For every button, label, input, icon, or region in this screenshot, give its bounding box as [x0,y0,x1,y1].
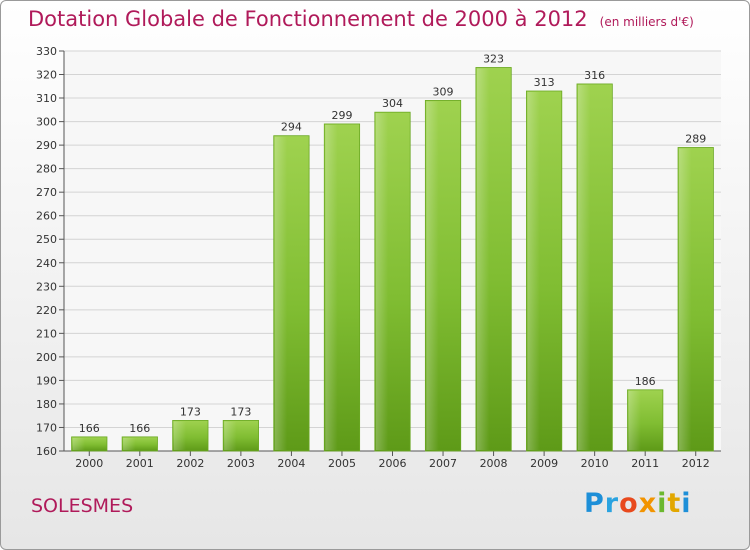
y-tick-label: 320 [36,69,57,82]
y-tick-label: 180 [36,398,57,411]
y-tick-label: 220 [36,304,57,317]
x-tick-label: 2005 [328,457,356,470]
bar-highlight-2010 [577,84,591,451]
y-tick-label: 310 [36,92,57,105]
y-tick-label: 300 [36,116,57,129]
y-tick-label: 190 [36,374,57,387]
bar-highlight-2003 [224,421,237,450]
x-tick-label: 2003 [227,457,255,470]
data-label-2007: 309 [433,85,454,98]
proxiti-logo: Proxiti [584,488,692,519]
x-tick-label: 2012 [682,457,710,470]
x-tick-label: 2008 [480,457,508,470]
bar-highlight-2009 [527,92,540,450]
place-name: SOLESMES [31,495,134,517]
chart-subtitle: (en milliers d'€) [599,15,694,29]
y-tick-label: 160 [36,445,57,458]
data-label-2000: 166 [79,422,100,435]
bar-layer: 166 166 173 173 294 299 304 309 323 313 316 186 289 [71,52,714,452]
y-tick-label: 250 [36,233,57,246]
bar-highlight-2002 [173,421,187,450]
x-tick-label: 2001 [126,457,154,470]
y-tick-label: 330 [36,45,57,58]
x-tick-label: 2000 [75,457,103,470]
y-tick-label: 210 [36,327,57,340]
y-tick-label: 270 [36,186,57,199]
chart-title: Dotation Globale de Fonctionnement de 20… [28,7,694,31]
y-tick-label: 200 [36,351,57,364]
bar-highlight-2005 [325,124,338,451]
data-label-2006: 304 [382,97,403,110]
y-tick-label: 290 [36,139,57,152]
bar-highlight-2012 [679,148,692,450]
data-label-2005: 299 [331,109,352,122]
data-label-2002: 173 [180,405,201,418]
data-label-2004: 294 [281,121,302,134]
x-tick-label: 2002 [176,457,204,470]
data-label-2008: 323 [483,52,504,65]
x-tick-label: 2006 [379,457,407,470]
bar-highlight-2000 [72,437,85,450]
data-label-2003: 173 [230,405,251,418]
chart-title-text: Dotation Globale de Fonctionnement de 20… [28,7,588,31]
data-label-2001: 166 [129,422,150,435]
axis-layer: 160 170 180 190 200 210 220 230 240 250 260 270 280 2… [36,45,721,470]
x-tick-label: 2004 [277,457,305,470]
data-label-2011: 186 [635,375,656,388]
x-tick-label: 2009 [530,457,558,470]
bar-highlight-2006 [375,113,389,451]
y-tick-label: 170 [36,421,57,434]
bar-highlight-2011 [628,390,641,450]
data-label-2009: 313 [534,76,555,89]
y-tick-label: 260 [36,210,57,223]
bar-highlight-2004 [274,136,288,451]
x-tick-label: 2011 [631,457,659,470]
x-tick-label: 2010 [581,457,609,470]
bar-highlight-2007 [426,101,439,450]
data-label-2010: 316 [584,69,605,82]
bar-highlight-2008 [476,68,490,451]
y-tick-label: 240 [36,257,57,270]
x-tick-label: 2007 [429,457,457,470]
y-tick-label: 230 [36,280,57,293]
bar-highlight-2001 [123,437,136,450]
data-label-2012: 289 [685,132,706,145]
y-tick-label: 280 [36,163,57,176]
